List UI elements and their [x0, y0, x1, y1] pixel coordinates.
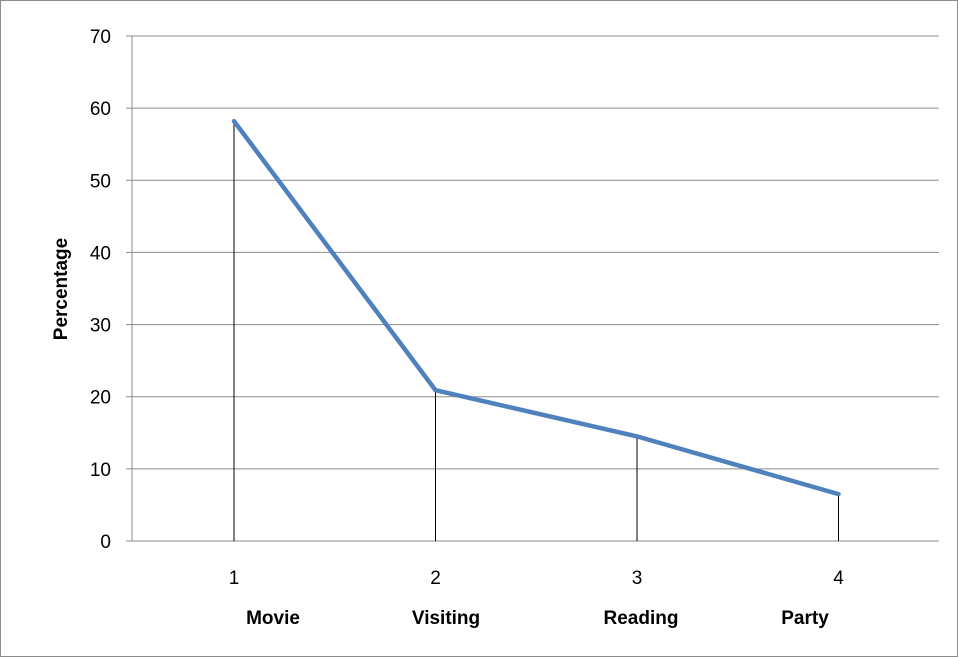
x-tick-label: 4	[833, 568, 844, 589]
y-tick-label: 50	[90, 171, 111, 192]
drop-lines	[233, 121, 839, 541]
x-tick-labels: 1 2 3 4	[229, 568, 845, 589]
series-lines	[231, 118, 841, 497]
y-tick-label: 70	[90, 27, 111, 48]
y-tick-labels: 0 10 20 30 40 50 60 70	[90, 27, 111, 553]
y-tick-label: 0	[100, 532, 111, 553]
category-label: Movie	[246, 608, 300, 629]
y-tick-label: 40	[90, 243, 111, 264]
y-tick-label: 30	[90, 316, 111, 337]
category-label: Party	[781, 608, 829, 629]
x-tick-label: 3	[632, 568, 643, 589]
series-line	[231, 118, 841, 497]
x-tick-label: 1	[229, 568, 240, 589]
x-tick-label: 2	[430, 568, 441, 589]
y-tick-label: 60	[90, 99, 111, 120]
y-tick-label: 10	[90, 460, 111, 481]
category-label: Visiting	[412, 608, 480, 629]
category-labels: Movie Visiting Reading Party	[246, 608, 829, 629]
category-label: Reading	[604, 608, 679, 629]
y-tick-label: 20	[90, 388, 111, 409]
gridlines	[126, 35, 939, 542]
y-axis-label: Percentage	[51, 238, 72, 340]
